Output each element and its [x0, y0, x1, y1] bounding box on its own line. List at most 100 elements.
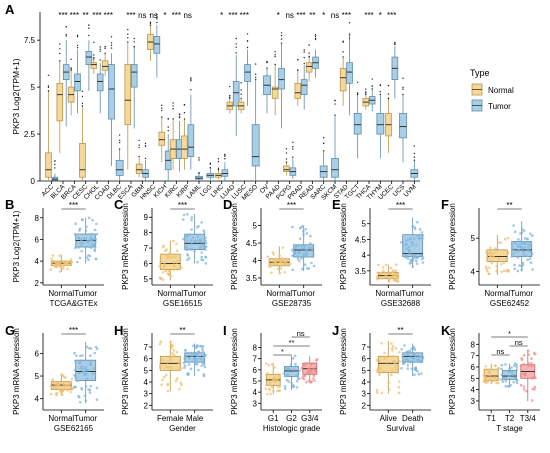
outlier-point: [99, 59, 101, 61]
outlier-point: [167, 126, 169, 128]
jitter-point: [197, 368, 200, 372]
outlier-point: [387, 84, 390, 87]
jitter-point: [421, 355, 425, 358]
outlier-point: [172, 118, 174, 120]
jitter-point: [79, 241, 82, 245]
jitter-point: [486, 380, 489, 384]
outlier-point: [118, 141, 121, 144]
jitter-point: [406, 363, 410, 367]
outlier-point: [292, 156, 294, 158]
jitter-point: [489, 251, 492, 254]
jitter-point: [187, 372, 190, 375]
jitter-point: [393, 361, 397, 364]
jitter-point: [390, 369, 394, 372]
jitter-point: [198, 355, 201, 358]
jitter-point: [307, 267, 311, 270]
jitter-point: [163, 261, 166, 265]
jitter-point: [183, 366, 186, 370]
outlier-point: [285, 148, 288, 150]
significance-label: **: [179, 326, 185, 335]
jitter-point: [296, 255, 299, 258]
jitter-point: [304, 227, 308, 231]
outlier-point: [172, 105, 174, 107]
outlier-point: [240, 93, 242, 96]
jitter-point: [494, 364, 497, 368]
jitter-point: [525, 254, 528, 258]
jitter-point: [269, 263, 272, 266]
outlier-point: [379, 90, 382, 93]
jitter-point: [84, 367, 88, 370]
box-tumor-THYM-box: [376, 113, 385, 135]
jitter-point: [402, 243, 405, 247]
jitter-point: [88, 245, 91, 249]
outlier-point: [229, 85, 231, 88]
outlier-point: [149, 22, 152, 25]
jitter-point: [410, 259, 413, 262]
jitter-point: [497, 377, 501, 380]
significance-label: **: [83, 11, 89, 20]
jitter-point: [159, 340, 163, 343]
jitter-point: [415, 220, 419, 224]
jitter-point: [292, 368, 296, 371]
outlier-point: [254, 73, 257, 75]
jitter-point: [165, 365, 168, 368]
jitter-point: [303, 244, 307, 248]
jitter-point: [290, 249, 294, 252]
y-tick-label: 8: [471, 340, 476, 349]
outlier-point: [183, 112, 186, 114]
jitter-point: [58, 270, 62, 273]
significance-label: ***: [342, 11, 351, 20]
significance-label: ***: [126, 11, 135, 20]
x-tick-label: Tumor: [183, 289, 206, 298]
jitter-point: [293, 354, 297, 358]
jitter-point: [297, 372, 300, 376]
jitter-point: [88, 254, 92, 258]
jitter-point: [283, 374, 287, 378]
jitter-point: [520, 268, 523, 271]
outlier-point: [178, 113, 181, 116]
jitter-point: [58, 254, 62, 258]
outlier-point: [308, 55, 310, 58]
jitter-point: [204, 241, 208, 245]
jitter-point: [522, 388, 526, 391]
jitter-point: [489, 368, 492, 372]
jitter-point: [509, 384, 513, 387]
jitter-point: [532, 351, 536, 355]
y-axis-label: PKP3 mRNA expression: [121, 328, 130, 415]
jitter-point: [405, 239, 408, 242]
jitter-point: [391, 345, 395, 348]
jitter-point: [519, 383, 523, 387]
outlier-point: [274, 63, 276, 66]
jitter-point: [309, 234, 312, 238]
jitter-point: [84, 399, 88, 402]
outlier-point: [133, 37, 135, 40]
outlier-point: [280, 38, 283, 40]
jitter-point: [171, 268, 175, 272]
outlier-point: [402, 86, 404, 89]
jitter-point: [200, 251, 204, 254]
jitter-point: [63, 261, 67, 265]
jitter-point: [495, 249, 498, 253]
jitter-point: [399, 241, 403, 244]
outlier-point: [149, 13, 152, 16]
jitter-point: [201, 344, 205, 348]
jitter-point: [92, 367, 96, 370]
outlier-point: [161, 104, 163, 107]
jitter-point: [74, 375, 78, 379]
jitter-point: [520, 247, 524, 251]
jitter-point: [267, 363, 271, 367]
jitter-point: [159, 276, 163, 280]
jitter-point: [73, 359, 77, 363]
jitter-point: [414, 256, 418, 260]
jitter-point: [501, 380, 505, 384]
outlier-point: [217, 158, 220, 160]
significance-label: ***: [228, 11, 237, 20]
jitter-point: [264, 362, 268, 365]
jitter-point: [285, 378, 289, 382]
outlier-point: [224, 155, 226, 158]
jitter-point: [73, 368, 77, 372]
jitter-point: [309, 381, 313, 384]
jitter-point: [529, 244, 532, 248]
jitter-point: [394, 365, 398, 368]
jitter-point: [270, 385, 274, 388]
